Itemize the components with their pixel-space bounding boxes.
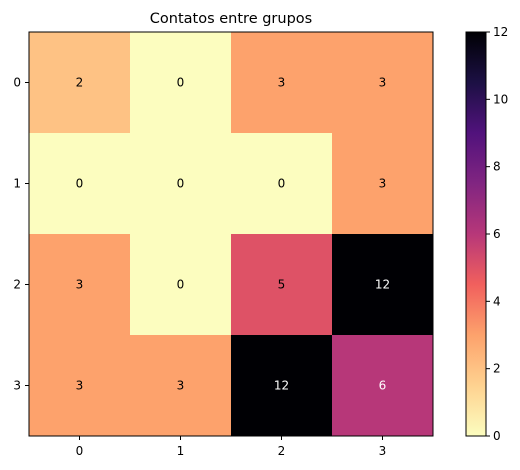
cell-value-label: 3 <box>278 76 286 90</box>
x-tick-label: 3 <box>379 444 387 458</box>
colorbar: 0 2 4 6 8 10 12 <box>465 25 508 443</box>
heatmap-cell <box>231 234 333 336</box>
heatmap-cell <box>332 335 434 437</box>
chart-title: Contatos entre grupos <box>150 11 312 27</box>
cell-value-label: 6 <box>379 379 387 393</box>
cell-value-label: 0 <box>76 177 84 191</box>
cell-value-label: 0 <box>177 278 185 292</box>
cell-value-label: 3 <box>379 177 387 191</box>
cell-value-label: 12 <box>375 278 390 292</box>
heatmap-cells <box>29 32 434 437</box>
cell-value-label: 2 <box>76 76 84 90</box>
cell-value-label: 0 <box>177 177 185 191</box>
y-tick-label: 3 <box>13 379 21 393</box>
x-tick-label: 2 <box>278 444 286 458</box>
heatmap-cell <box>29 32 131 134</box>
cell-value-labels: 2 0 3 3 0 0 0 3 3 0 5 12 3 3 12 6 <box>76 76 390 393</box>
y-axis: 0 1 2 3 <box>13 76 29 393</box>
colorbar-tick-label: 10 <box>493 92 508 106</box>
heatmap-cell <box>231 335 333 437</box>
cell-value-label: 12 <box>274 379 289 393</box>
cell-value-label: 0 <box>278 177 286 191</box>
colorbar-gradient <box>465 31 487 437</box>
cell-value-label: 3 <box>177 379 185 393</box>
y-tick-label: 1 <box>13 177 21 191</box>
heatmap-cell <box>29 335 131 437</box>
colorbar-tick-label: 2 <box>493 362 501 376</box>
y-tick-label: 0 <box>13 76 21 90</box>
heatmap-cell <box>332 133 434 235</box>
heatmap-cell <box>231 32 333 134</box>
y-tick-label: 2 <box>13 278 21 292</box>
colorbar-tick-label: 6 <box>493 227 501 241</box>
heatmap-cell <box>29 133 131 235</box>
heatmap-cell <box>130 133 232 235</box>
colorbar-tick-label: 4 <box>493 294 501 308</box>
heatmap-cell <box>130 335 232 437</box>
heatmap-cell <box>130 234 232 336</box>
heatmap-cell <box>332 32 434 134</box>
colorbar-tick-label: 8 <box>493 160 501 174</box>
cell-value-label: 3 <box>76 379 84 393</box>
colorbar-tick-label: 0 <box>493 429 501 443</box>
heatmap-cell <box>130 32 232 134</box>
cell-value-label: 5 <box>278 278 286 292</box>
colorbar-tick-label: 12 <box>493 25 508 39</box>
heatmap-cell <box>332 234 434 336</box>
cell-value-label: 3 <box>379 76 387 90</box>
plot-frame <box>28 31 434 437</box>
heatmap-cell <box>29 234 131 336</box>
x-tick-label: 0 <box>76 444 84 458</box>
heatmap-cell <box>231 133 333 235</box>
x-axis: 0 1 2 3 <box>76 436 387 458</box>
cell-value-label: 3 <box>76 278 84 292</box>
cell-value-label: 0 <box>177 76 185 90</box>
x-tick-label: 1 <box>177 444 185 458</box>
